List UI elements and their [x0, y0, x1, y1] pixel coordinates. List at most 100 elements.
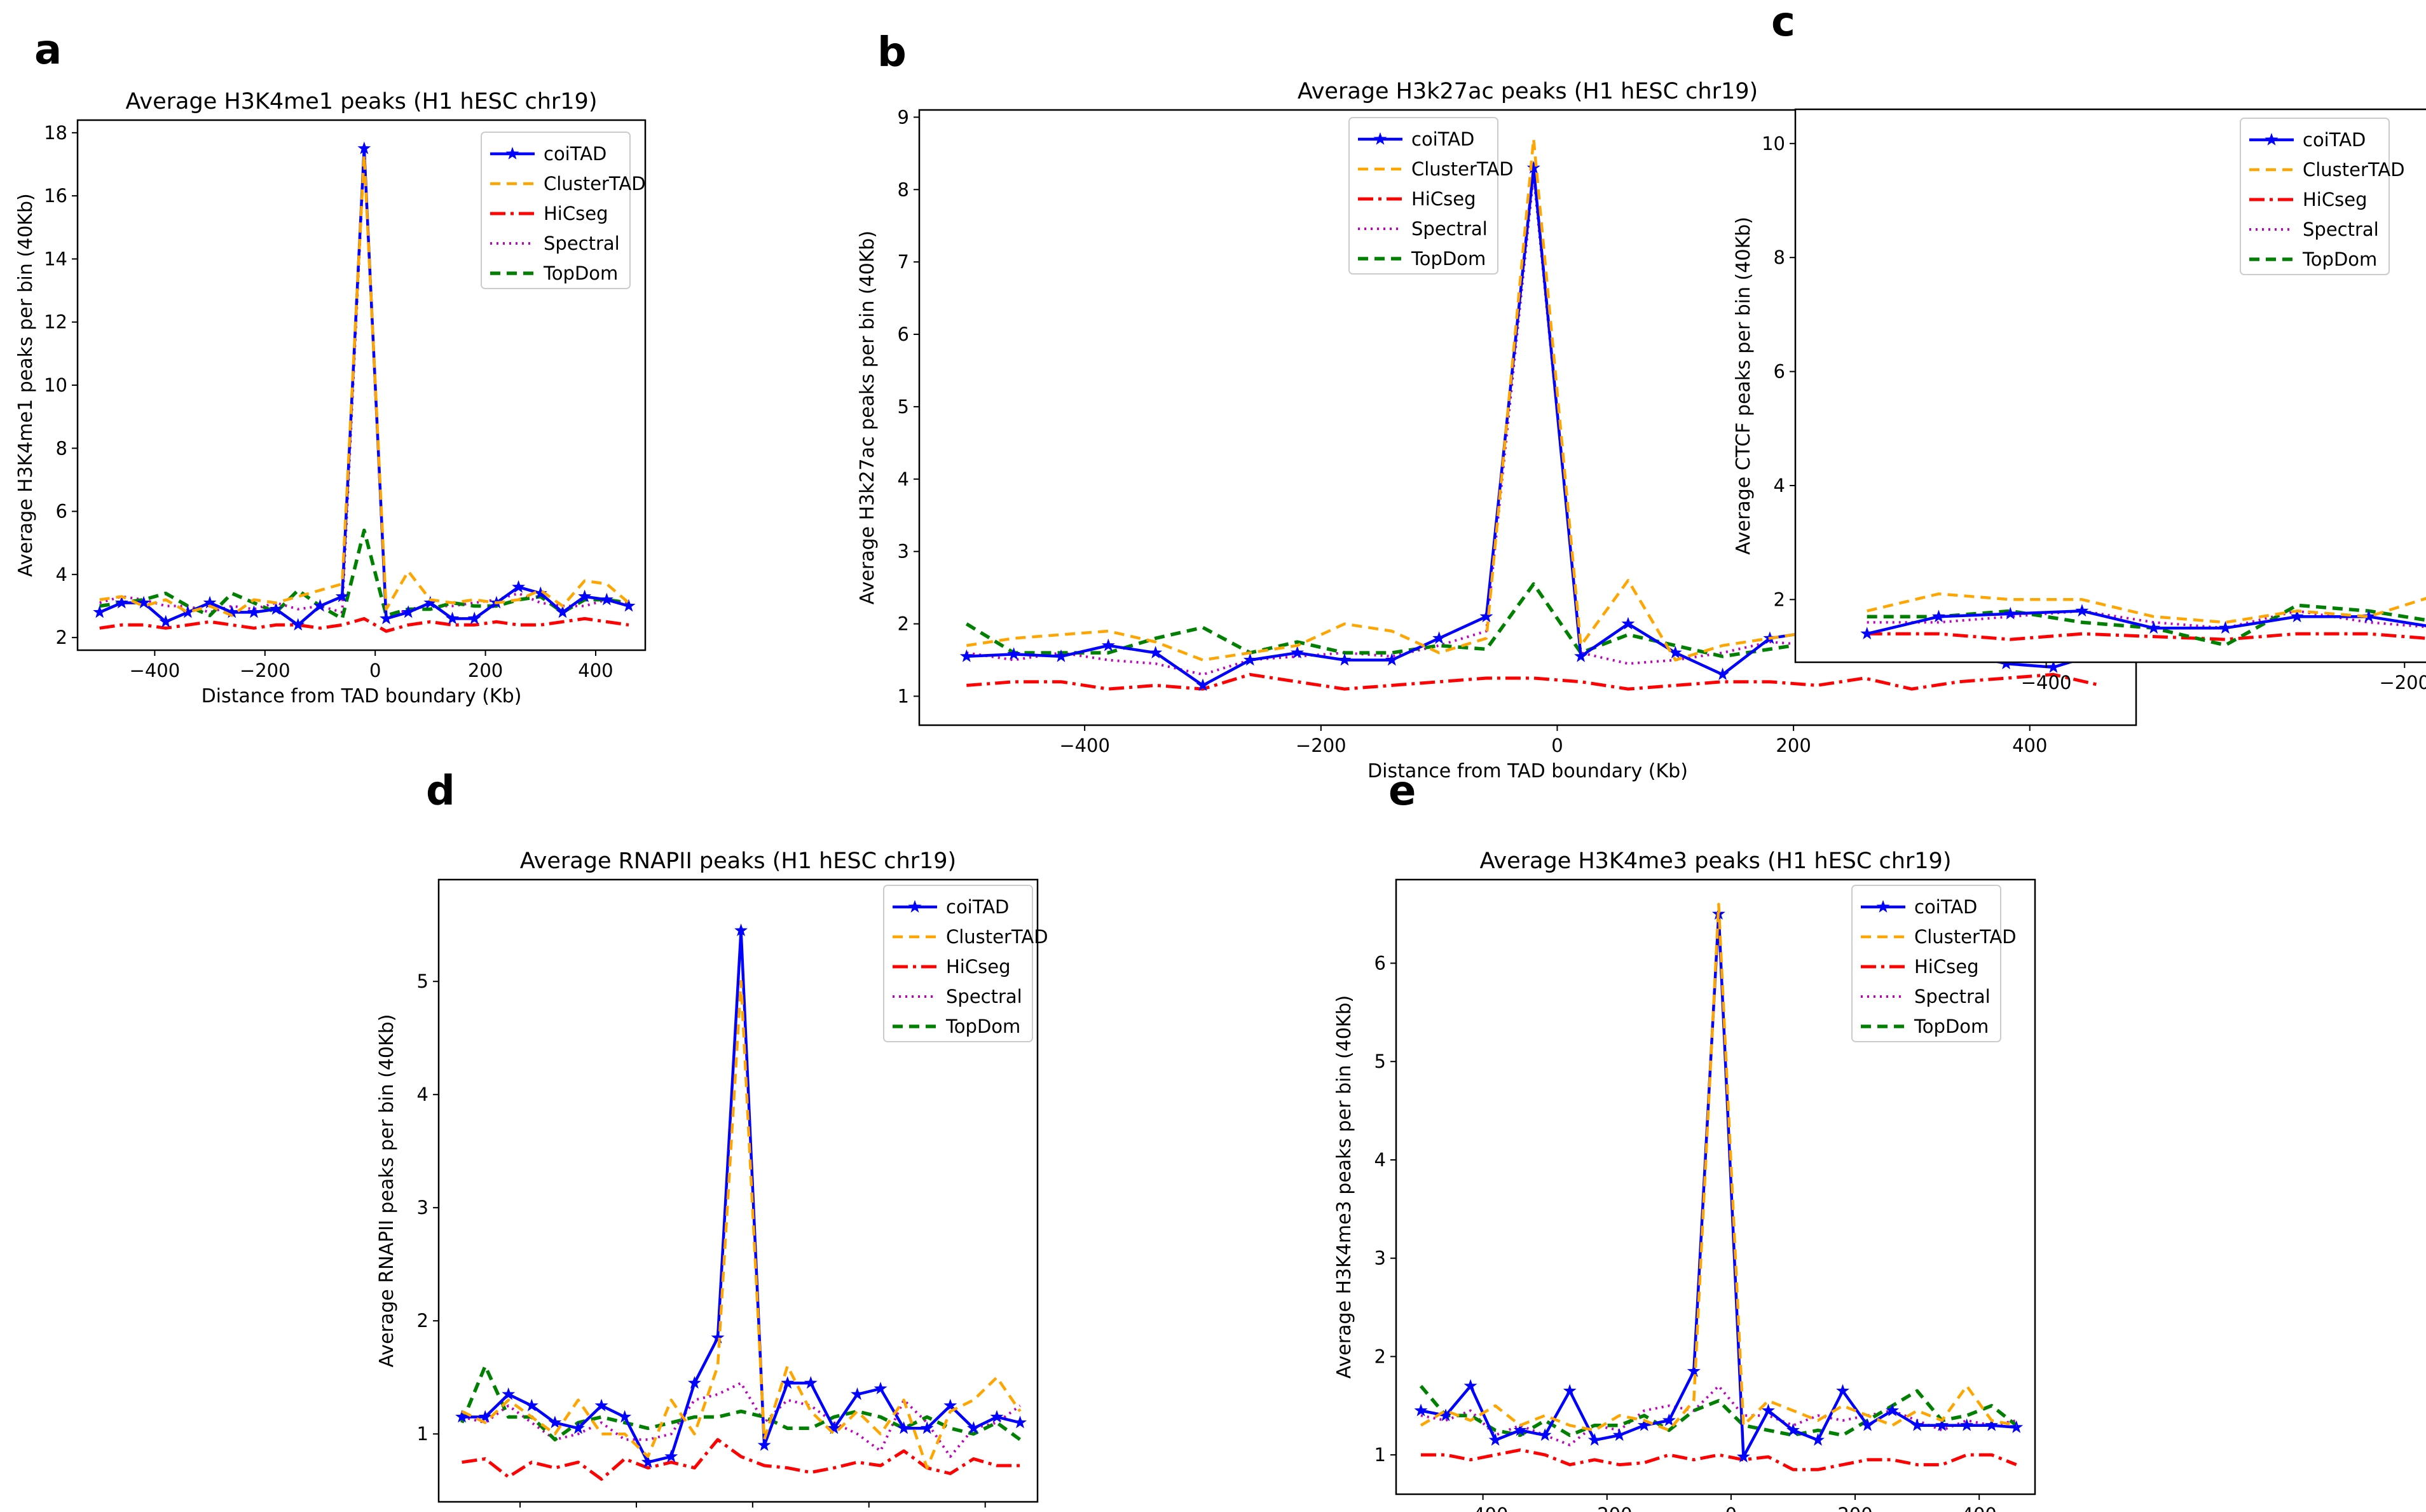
legend-label-coitad: coiTAD [1914, 896, 1977, 918]
y-tick-label: 18 [44, 122, 67, 144]
legend: coiTAD ClusterTAD HiCseg Spectral TopDom [883, 885, 1048, 1042]
y-axis-label: Average H3k27ac peaks per bin (40Kb) [856, 231, 879, 604]
y-tick-label: 6 [1374, 953, 1386, 974]
legend-label-hicseg: HiCseg [946, 956, 1010, 977]
chart-title: Average H3k27ac peaks (H1 hESC chr19) [1298, 79, 1758, 104]
y-tick-label: 10 [1762, 133, 1785, 154]
y-tick-label: 2 [898, 613, 909, 635]
y-tick-label: 8 [56, 437, 67, 459]
y-tick-label: 1 [898, 685, 909, 707]
legend: coiTAD ClusterTAD HiCseg Spectral TopDom [481, 132, 646, 289]
series-line-hicseg [1867, 632, 2426, 641]
y-tick-label: 16 [44, 185, 67, 207]
axes-frame [76, 119, 647, 651]
y-tick-label: 9 [898, 106, 909, 128]
y-tick-label: 8 [1774, 247, 1785, 268]
legend-label-hicseg: HiCseg [1914, 956, 1978, 977]
legend-label-spectral: Spectral [1914, 986, 1991, 1007]
y-tick-label: 4 [1774, 475, 1785, 496]
legend-label-coitad: coiTAD [946, 896, 1009, 918]
x-axis-label: Distance from TAD boundary (Kb) [1367, 760, 1688, 782]
series-line-topdom [460, 1364, 1022, 1441]
legend-box [883, 885, 1033, 1042]
y-tick-label: 10 [44, 374, 67, 396]
y-axis-label: Average H3K4me1 peaks per bin (40Kb) [15, 193, 37, 576]
y-axis-label: Average RNAPII peaks per bin (40Kb) [376, 1014, 398, 1368]
y-tick-label: 3 [1374, 1248, 1386, 1269]
legend-box [481, 132, 631, 289]
x-tick-label: −400 [1458, 1504, 1509, 1512]
panel-letter: d [426, 768, 455, 815]
y-tick-label: 5 [417, 971, 428, 992]
legend-label-hicseg: HiCseg [2303, 189, 2367, 210]
y-tick-label: 14 [44, 248, 67, 269]
chart-title: Average H3K4me1 peaks (H1 hESC chr19) [126, 89, 598, 114]
axes-frame [1395, 878, 2036, 1495]
panel-e: e Average H3K4me3 peaks (H1 hESC chr19) −4… [1333, 768, 2036, 1512]
series-line-clustertad [461, 979, 1022, 1469]
legend-label-spectral: Spectral [2303, 219, 2379, 240]
legend-label-spectral: Spectral [544, 233, 620, 254]
series-line-hicseg [966, 672, 2101, 691]
x-tick-label: −200 [2379, 672, 2426, 693]
x-tick-label: 400 [578, 660, 613, 681]
legend-box [1348, 117, 1498, 275]
legend-label-topdom: TopDom [2302, 249, 2377, 270]
legend-label-clustertad: ClusterTAD [1411, 158, 1514, 180]
axes-frame [437, 878, 1039, 1503]
series-line-spectral [966, 174, 2102, 676]
y-axis-label: Average CTCF peaks per bin (40Kb) [1732, 217, 1755, 555]
series-group [93, 141, 636, 633]
series-line-hicseg [99, 616, 629, 633]
x-tick-label: 0 [1725, 1504, 1737, 1512]
legend-label-topdom: TopDom [945, 1016, 1020, 1037]
legend-box [1851, 885, 2001, 1042]
x-tick-label: 400 [2012, 735, 2047, 756]
y-tick-label: 3 [898, 541, 909, 562]
x-tick-label: 200 [1776, 735, 1811, 756]
x-tick-label: 400 [1962, 1504, 1997, 1512]
y-tick-label: 2 [56, 627, 67, 648]
panel-letter: c [1771, 0, 1795, 46]
legend: coiTAD ClusterTAD HiCseg Spectral TopDom [1851, 885, 2017, 1042]
y-tick-label: 4 [56, 564, 67, 585]
x-tick-label: 200 [1837, 1504, 1872, 1512]
legend-label-spectral: Spectral [946, 986, 1022, 1007]
legend-box [2240, 118, 2390, 275]
legend: coiTAD ClusterTAD HiCseg Spectral TopDom [2240, 118, 2405, 275]
series-line-clustertad [1420, 902, 2017, 1432]
legend-label-hicseg: HiCseg [1411, 188, 1476, 210]
series-line-clustertad [1867, 592, 2426, 624]
y-tick-label: 2 [1774, 589, 1785, 610]
x-tick-label: 200 [468, 660, 503, 681]
y-tick-label: 3 [417, 1197, 428, 1218]
legend-label-coitad: coiTAD [1411, 128, 1474, 150]
y-tick-label: 1 [417, 1423, 428, 1445]
y-tick-label: 6 [56, 501, 67, 522]
series-line-hicseg [1421, 1448, 2017, 1471]
legend-label-topdom: TopDom [1411, 248, 1486, 269]
panel-letter: b [877, 29, 907, 76]
legend-label-hicseg: HiCseg [544, 203, 608, 224]
series-group [1860, 592, 2426, 647]
y-axis-label: Average H3K4me3 peaks per bin (40Kb) [1333, 995, 1355, 1379]
axes-frame [1794, 108, 2426, 664]
series-group [1414, 902, 2024, 1471]
x-tick-label: 0 [369, 660, 381, 681]
x-tick-label: −200 [1296, 735, 1347, 756]
legend-label-clustertad: ClusterTAD [2303, 159, 2405, 180]
series-group [455, 923, 1027, 1481]
y-tick-label: 7 [898, 251, 909, 273]
series-line-topdom [99, 528, 629, 621]
legend-label-coitad: coiTAD [544, 143, 606, 165]
legend-label-clustertad: ClusterTAD [544, 173, 646, 194]
legend: coiTAD ClusterTAD HiCseg Spectral TopDom [1348, 117, 1514, 275]
y-tick-label: 5 [898, 396, 909, 418]
chart-title: Average RNAPII peaks (H1 hESC chr19) [520, 848, 956, 874]
y-tick-label: 2 [417, 1310, 428, 1332]
x-tick-label: −200 [240, 660, 291, 681]
y-tick-label: 4 [1374, 1149, 1386, 1171]
x-tick-label: −400 [1059, 735, 1110, 756]
